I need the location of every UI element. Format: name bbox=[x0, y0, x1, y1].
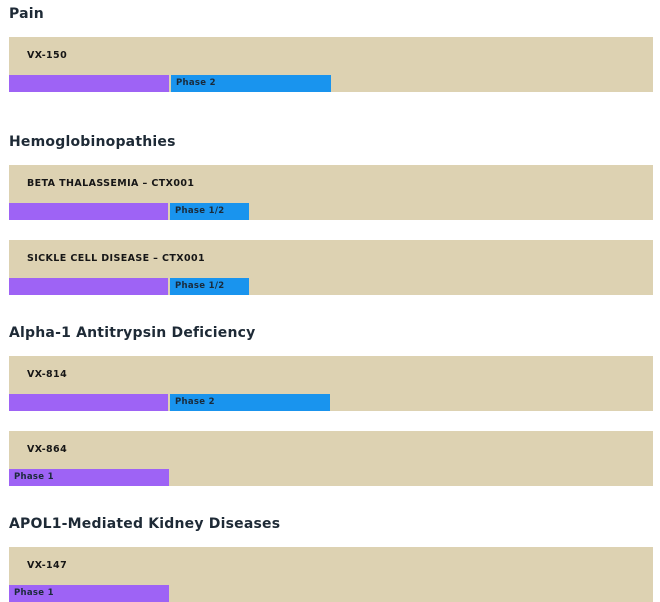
program-name: VX-814 bbox=[27, 369, 68, 380]
program-name: VX-864 bbox=[27, 444, 68, 455]
phase-2-bar: Phase 1/2 bbox=[170, 203, 249, 220]
section-title-hemoglobinopathies: Hemoglobinopathies bbox=[9, 134, 176, 150]
phase-1-bar: Phase 1 bbox=[9, 469, 169, 486]
phase-label: Phase 1/2 bbox=[175, 281, 225, 291]
program-card-vx-150[interactable]: VX-150 Phase 2 bbox=[9, 37, 653, 92]
phase-2-bar: Phase 1/2 bbox=[170, 278, 249, 295]
phase-label: Phase 2 bbox=[176, 78, 216, 88]
phase-label: Phase 2 bbox=[175, 397, 215, 407]
phase-1-bar bbox=[9, 278, 168, 295]
section-title-alpha-1-antitrypsin-deficiency: Alpha-1 Antitrypsin Deficiency bbox=[9, 325, 256, 341]
phase-1-bar bbox=[9, 75, 169, 92]
section-title-pain: Pain bbox=[9, 6, 44, 22]
phase-2-bar: Phase 2 bbox=[170, 394, 330, 411]
phase-2-bar: Phase 2 bbox=[171, 75, 331, 92]
program-card-sickle-cell-disease[interactable]: SICKLE CELL DISEASE – CTX001 Phase 1/2 bbox=[9, 240, 653, 295]
section-title-apol1-mediated-kidney-diseases: APOL1-Mediated Kidney Diseases bbox=[9, 516, 281, 532]
phase-1-bar bbox=[9, 394, 168, 411]
program-name: BETA THALASSEMIA – CTX001 bbox=[27, 178, 195, 189]
program-card-vx-864[interactable]: VX-864 Phase 1 bbox=[9, 431, 653, 486]
phase-1-bar bbox=[9, 203, 168, 220]
program-card-beta-thalassemia[interactable]: BETA THALASSEMIA – CTX001 Phase 1/2 bbox=[9, 165, 653, 220]
program-name: VX-147 bbox=[27, 560, 68, 571]
program-name: VX-150 bbox=[27, 50, 68, 61]
program-card-vx-814[interactable]: VX-814 Phase 2 bbox=[9, 356, 653, 411]
phase-label: Phase 1 bbox=[14, 472, 54, 482]
program-name: SICKLE CELL DISEASE – CTX001 bbox=[27, 253, 206, 264]
program-card-vx-147[interactable]: VX-147 Phase 1 bbox=[9, 547, 653, 602]
phase-label: Phase 1/2 bbox=[175, 206, 225, 216]
phase-label: Phase 1 bbox=[14, 588, 54, 598]
phase-1-bar: Phase 1 bbox=[9, 585, 169, 602]
